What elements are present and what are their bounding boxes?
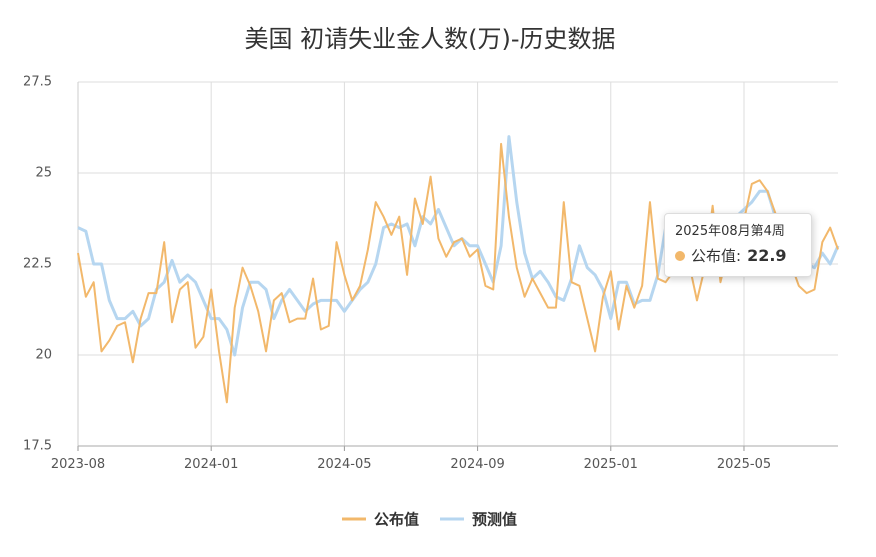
x-tick-label: 2025-01: [584, 457, 638, 472]
legend-label: 预测值: [472, 511, 517, 529]
x-tick-label: 2024-01: [184, 457, 238, 472]
tooltip-label: 公布值:: [691, 247, 742, 265]
x-tick-label: 2024-05: [317, 457, 371, 472]
y-tick-label: 22.5: [23, 257, 52, 272]
tooltip: 2025年08月第4周 公布值: 22.9: [664, 213, 812, 277]
tooltip-title: 2025年08月第4周: [675, 224, 785, 239]
tooltip-row: 公布值: 22.9: [675, 245, 801, 266]
x-tick-label: 2023-08: [51, 457, 105, 472]
x-tick-label: 2024-09: [450, 457, 504, 472]
chart-title: 美国 初请失业金人数(万)-历史数据: [244, 25, 615, 53]
y-tick-label: 17.5: [23, 439, 52, 454]
tooltip-dot: [675, 250, 685, 261]
tooltip-value: 22.9: [747, 246, 787, 265]
legend-label: 公布值: [374, 511, 419, 529]
y-tick-label: 27.5: [23, 75, 52, 90]
x-tick-label: 2025-05: [717, 457, 771, 472]
y-tick-label: 20: [35, 348, 52, 363]
y-tick-label: 25: [35, 166, 52, 181]
